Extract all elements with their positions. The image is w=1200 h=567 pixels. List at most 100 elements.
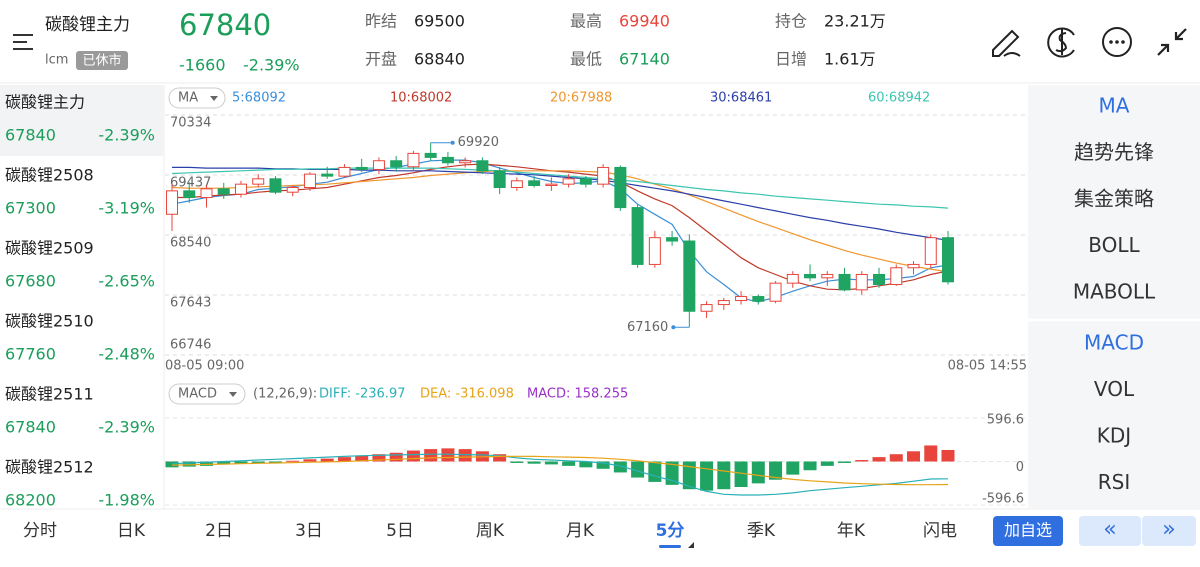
candle-body xyxy=(873,273,886,285)
stat-value: 23.21万 xyxy=(824,12,886,31)
candle-body xyxy=(579,178,592,185)
x-tick-label: 08-05 09:00 xyxy=(165,359,244,374)
macd-bar xyxy=(424,449,438,462)
currency-icon[interactable] xyxy=(1047,27,1075,58)
watch-change: -2.39% xyxy=(98,418,155,437)
ma-selector[interactable] xyxy=(168,87,226,109)
period-tab[interactable]: 分时 xyxy=(23,521,57,541)
last-price: 67840 xyxy=(179,8,271,42)
period-tab[interactable]: 3日 xyxy=(295,521,323,541)
macd-bar xyxy=(234,461,248,464)
dropdown-arrow xyxy=(229,392,237,397)
candle-body xyxy=(700,304,713,312)
period-tab[interactable]: 5日 xyxy=(386,521,414,541)
candle-body xyxy=(821,273,834,279)
sub-indicator[interactable]: RSI xyxy=(1098,470,1131,494)
macd-bar xyxy=(838,461,852,463)
main-indicator[interactable]: 趋势先锋 xyxy=(1074,140,1154,164)
sub-indicator[interactable]: MACD xyxy=(1084,331,1144,355)
period-tab[interactable]: 月K xyxy=(566,521,595,541)
ma-line xyxy=(172,163,949,291)
main-indicator[interactable]: BOLL xyxy=(1088,233,1140,257)
y-tick-label: 70334 xyxy=(170,116,211,131)
status-badge xyxy=(76,51,128,70)
main-indicator[interactable]: MABOLL xyxy=(1073,280,1156,304)
period-tab[interactable]: 年K xyxy=(837,521,866,541)
candle-body xyxy=(459,160,472,164)
watch-name[interactable]: 碳酸锂2512 xyxy=(5,458,94,477)
macd-bar xyxy=(596,461,610,469)
macd-bar xyxy=(579,461,593,468)
candle-body xyxy=(372,160,385,170)
period-tab[interactable]: 5分 xyxy=(656,521,685,541)
candle-body xyxy=(924,237,937,265)
macd-legend: MACD: 158.255 xyxy=(527,387,628,402)
next-button[interactable] xyxy=(1142,516,1196,546)
stat-label: 最低 xyxy=(570,50,602,69)
macd-bar xyxy=(286,460,300,462)
macd-bar xyxy=(199,461,213,466)
menu-icon[interactable] xyxy=(13,34,33,50)
candle-body xyxy=(390,160,403,168)
period-tab[interactable]: 季K xyxy=(747,521,776,541)
period-tab[interactable]: 闪电 xyxy=(923,521,957,541)
y-tick-label: 69437 xyxy=(170,176,211,191)
macd-bar xyxy=(251,461,265,463)
macd-bar xyxy=(872,457,886,462)
macd-bar xyxy=(527,461,541,464)
collapse-icon[interactable] xyxy=(1157,28,1187,56)
macd-bar xyxy=(665,461,679,485)
contract-code: lcm xyxy=(45,53,68,68)
candle-body xyxy=(666,237,679,242)
high-label: 69920 xyxy=(458,135,499,150)
draw-icon[interactable] xyxy=(992,29,1021,57)
period-tab[interactable]: 日K xyxy=(117,521,146,541)
watch-name[interactable]: 碳酸锂2510 xyxy=(5,312,94,331)
period-tab[interactable]: 2日 xyxy=(205,521,233,541)
stat-value: 68840 xyxy=(414,50,465,69)
candle-body xyxy=(528,180,541,187)
watch-name[interactable]: 碳酸锂2508 xyxy=(5,166,94,185)
more-icon[interactable] xyxy=(1102,27,1132,57)
watch-price: 67840 xyxy=(5,418,56,437)
watch-name[interactable]: 碳酸锂主力 xyxy=(5,93,85,112)
period-tabs: 分时 日K 2日 3日 5日 周K 月K 5分 季K 年K 闪电 xyxy=(23,521,957,548)
watch-change: -2.65% xyxy=(98,272,155,291)
main-indicator[interactable]: MA xyxy=(1099,94,1130,118)
candle-body xyxy=(166,190,178,215)
candle-body xyxy=(234,183,247,195)
y-tick-label: 596.6 xyxy=(987,413,1024,428)
period-tab[interactable]: 周K xyxy=(476,521,505,541)
add-watch-button[interactable] xyxy=(993,516,1063,546)
candle-body xyxy=(907,263,920,269)
main-indicator[interactable]: 集金策略 xyxy=(1074,187,1154,211)
macd-bar xyxy=(493,454,507,462)
macd-bar xyxy=(648,461,662,482)
macd-bar xyxy=(700,461,714,491)
ma-legend: 30:68461 xyxy=(710,91,772,106)
watch-price: 67760 xyxy=(5,345,56,364)
status-text: 已休市 xyxy=(82,53,121,69)
candle-body xyxy=(200,188,213,199)
ma-line xyxy=(171,170,949,273)
prev-button[interactable] xyxy=(1079,516,1141,546)
macd-legend: DEA: -316.098 xyxy=(420,387,514,402)
high-dot xyxy=(450,140,455,145)
macd-selector[interactable] xyxy=(168,383,246,405)
macd-bar xyxy=(682,461,696,490)
candle-body xyxy=(683,240,696,312)
stat-label: 开盘 xyxy=(365,50,397,69)
watch-name[interactable]: 碳酸锂2509 xyxy=(5,239,94,258)
watch-name[interactable]: 碳酸锂2511 xyxy=(5,385,94,404)
watch-price: 67300 xyxy=(5,199,56,218)
candle-body xyxy=(424,152,437,158)
macd-bar xyxy=(613,461,627,473)
selected-row xyxy=(0,85,163,156)
sub-indicator[interactable]: VOL xyxy=(1094,377,1135,401)
candle-body xyxy=(942,237,954,283)
sub-indicator[interactable]: KDJ xyxy=(1097,424,1131,448)
candle-body xyxy=(441,156,454,164)
watch-price: 68200 xyxy=(5,491,56,510)
macd-bar xyxy=(855,460,869,462)
